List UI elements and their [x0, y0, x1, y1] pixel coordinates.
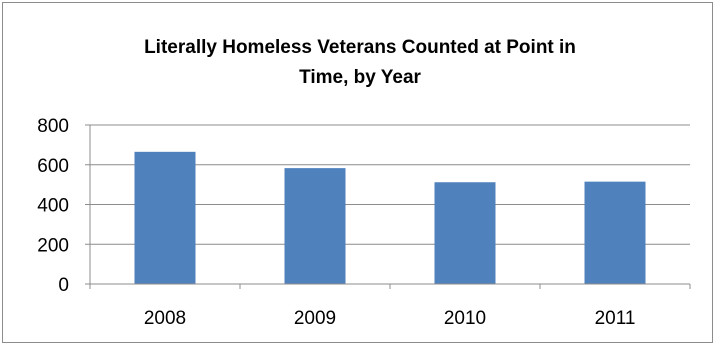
bar-2009 [284, 168, 346, 284]
chart-area [2, 2, 713, 343]
bar-2011 [584, 181, 646, 284]
x-tick-label-2008: 2008 [144, 308, 186, 329]
x-tick-label-2011: 2011 [595, 308, 636, 329]
y-tick-label-400: 400 [37, 196, 69, 217]
y-tick-label-200: 200 [37, 235, 69, 256]
x-tick-label-2010: 2010 [444, 308, 486, 329]
chart-title-line-2: Time, by Year [299, 67, 421, 88]
chart-title-line-1: Literally Homeless Veterans Counted at P… [144, 37, 576, 58]
y-tick-label-800: 800 [37, 116, 69, 137]
chart-title: Literally Homeless Veterans Counted at P… [60, 33, 660, 93]
y-tick-label-0: 0 [58, 275, 69, 296]
bar-2008 [134, 151, 196, 284]
x-tick-label-2009: 2009 [294, 308, 336, 329]
y-tick-label-600: 600 [37, 156, 69, 177]
bar-2010 [434, 182, 496, 284]
